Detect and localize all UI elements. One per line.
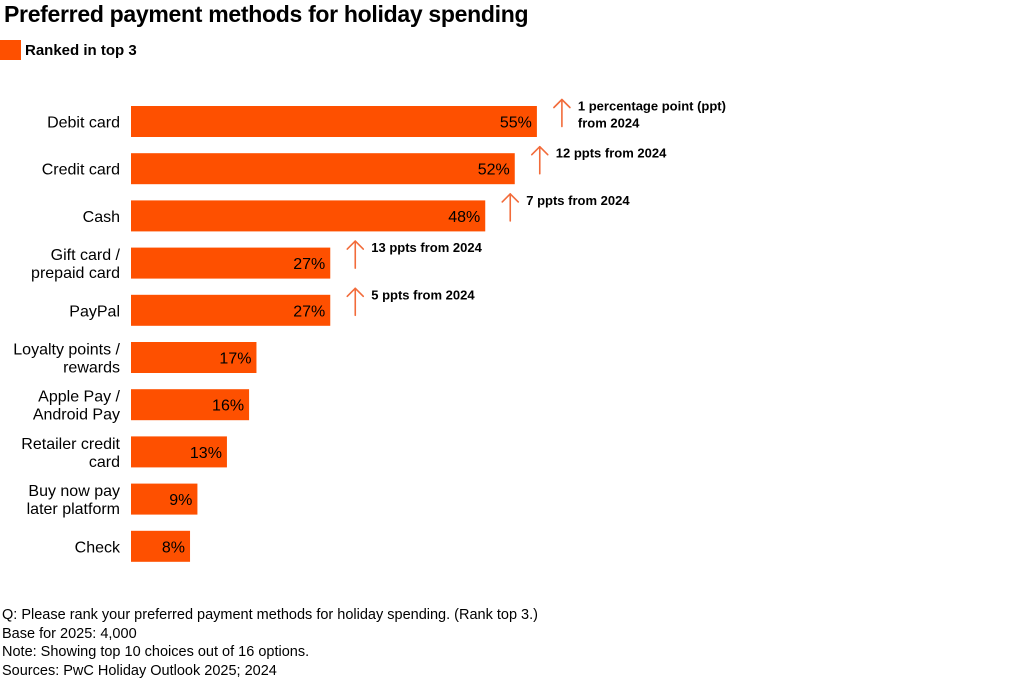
note-sources: Sources: PwC Holiday Outlook 2025; 2024: [2, 662, 538, 680]
note-showing: Note: Showing top 10 choices out of 16 o…: [2, 643, 538, 662]
category-label: PayPal: [69, 303, 120, 320]
bar-value-label: 27%: [293, 303, 325, 320]
bar-chart: 55% Debit card 1 percentage point (ppt)fro…: [0, 0, 1020, 600]
bar-value-label: 9%: [169, 492, 192, 509]
bar: [131, 153, 515, 184]
category-label: Loyalty points /rewards: [13, 342, 120, 377]
note-base: Base for 2025: 4,000: [2, 625, 538, 644]
up-arrow-icon: [554, 100, 570, 127]
up-arrow-icon: [347, 288, 363, 315]
bar-value-label: 27%: [293, 256, 325, 273]
change-annotation: 7 ppts from 2024: [526, 193, 630, 208]
change-annotation: 1 percentage point (ppt)from 2024: [578, 99, 726, 131]
category-label: Check: [75, 539, 121, 556]
change-annotation: 5 ppts from 2024: [371, 287, 475, 302]
bar-value-label: 8%: [162, 539, 185, 556]
up-arrow-icon: [347, 241, 363, 268]
category-label: Credit card: [42, 162, 120, 179]
category-label: Apple Pay /Android Pay: [33, 389, 121, 424]
bar-value-label: 16%: [212, 398, 244, 415]
bar-value-label: 48%: [448, 209, 480, 226]
category-label: Debit card: [47, 115, 120, 132]
bar: [131, 106, 537, 137]
bar-value-label: 55%: [500, 115, 532, 132]
chart-notes: Q: Please rank your preferred payment me…: [2, 606, 538, 680]
up-arrow-icon: [532, 147, 548, 174]
bar: [131, 200, 485, 231]
bar-value-label: 13%: [190, 445, 222, 462]
note-question: Q: Please rank your preferred payment me…: [2, 606, 538, 625]
up-arrow-icon: [502, 194, 518, 221]
change-annotation: 13 ppts from 2024: [371, 240, 482, 255]
category-label: Cash: [83, 209, 120, 226]
change-annotation: 12 ppts from 2024: [556, 146, 667, 161]
bar-value-label: 17%: [219, 351, 251, 368]
category-label: Gift card /prepaid card: [31, 247, 121, 282]
bar-value-label: 52%: [478, 162, 510, 179]
